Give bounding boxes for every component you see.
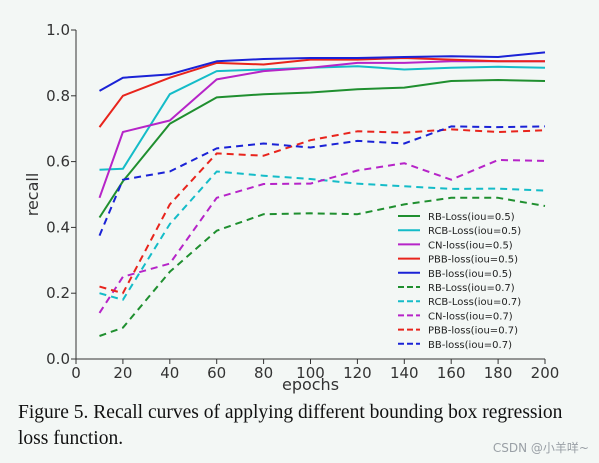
watermark: CSDN @小羊咩~ <box>492 441 589 455</box>
y-axis-label: recall <box>23 173 42 217</box>
series-line-1 <box>98 79 546 219</box>
legend-entry-label: RB-Loss(iou=0.5) <box>428 212 515 223</box>
legend-entry-label: PBB-loss(iou=0.5) <box>428 255 518 266</box>
x-tick-label: 120 <box>343 364 372 382</box>
series-line-3 <box>98 60 545 199</box>
series-line-10 <box>98 125 546 236</box>
x-tick-label: 40 <box>160 364 179 382</box>
series-line-8 <box>98 159 546 314</box>
y-tick-label: 0.6 <box>46 153 70 171</box>
legend-entry-label: RCB-Loss(iou=0.5) <box>428 226 521 237</box>
legend-entry-label: BB-loss(iou=0.5) <box>428 269 512 280</box>
y-tick-label: 1.0 <box>46 21 70 39</box>
legend-entry-label: RB-Loss(iou=0.7) <box>428 283 515 294</box>
legend-entry-label: PBB-loss(iou=0.7) <box>428 326 518 337</box>
recall-line-chart: 0 20 40 60 80 100 120 140 160 180 200 0.0 0.2 0.4 0.6 0… <box>23 21 560 394</box>
x-tick-label: 140 <box>390 364 419 382</box>
x-tick-label: 0 <box>71 364 81 382</box>
y-tick-label: 0.4 <box>46 218 70 236</box>
chart-area: 0 20 40 60 80 100 120 140 160 180 200 0.0 0.2 0.4 0.6 0… <box>23 21 560 394</box>
series-line-6 <box>99 196 546 337</box>
series-line-2 <box>99 65 546 171</box>
y-tick-label: 0.2 <box>46 284 70 302</box>
series-line-4 <box>98 57 545 128</box>
x-tick-label: 100 <box>296 364 325 382</box>
series-line-9 <box>99 128 546 295</box>
x-axis-label: epochs <box>282 375 339 394</box>
figure-caption: Figure 5. Recall curves of applying diff… <box>18 402 563 449</box>
legend-entry-label: RCB-Loss(iou=0.7) <box>428 297 521 308</box>
series-line-5 <box>99 51 546 92</box>
series-line-7 <box>99 170 546 301</box>
legend-entry-label: BB-loss(iou=0.7) <box>428 340 512 351</box>
legend-entry-label: CN-loss(iou=0.7) <box>428 311 513 322</box>
x-tick-label: 20 <box>113 364 132 382</box>
x-tick-label: 180 <box>484 364 513 382</box>
x-tick-label: 60 <box>207 364 226 382</box>
x-tick-label: 80 <box>254 364 273 382</box>
y-tick-label: 0.8 <box>46 87 70 105</box>
x-tick-label: 160 <box>437 364 466 382</box>
x-tick-label: 200 <box>531 364 560 382</box>
legend-entry-label: CN-loss(iou=0.5) <box>428 240 513 251</box>
y-tick-label: 0.0 <box>46 350 70 368</box>
